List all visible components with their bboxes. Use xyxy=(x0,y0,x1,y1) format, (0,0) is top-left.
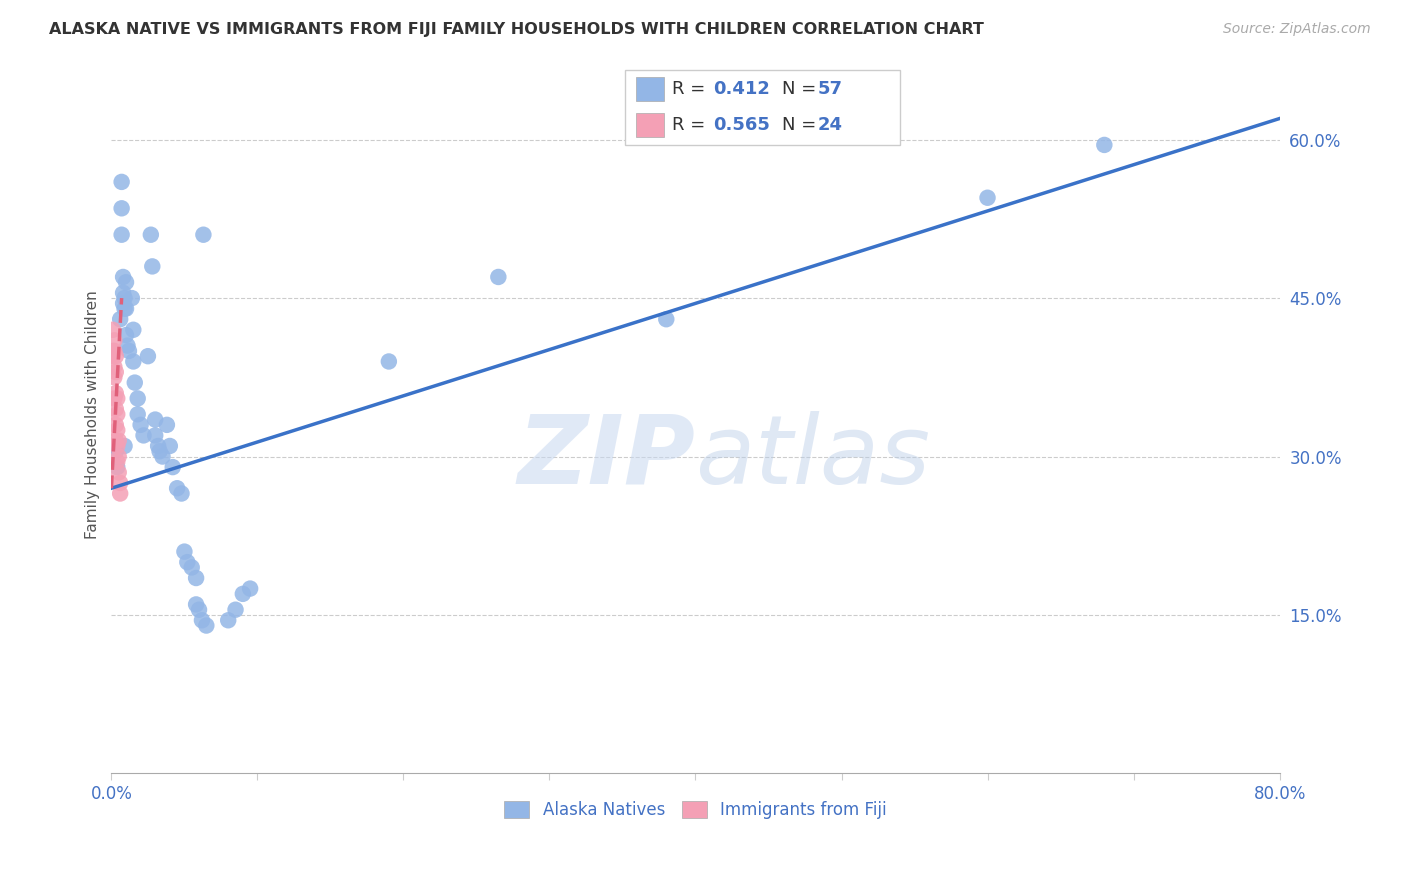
Point xyxy=(104,444,127,458)
Point xyxy=(101,343,124,358)
Point xyxy=(124,376,146,390)
Point xyxy=(104,402,127,417)
Point xyxy=(114,291,136,305)
Point xyxy=(159,439,181,453)
Point xyxy=(103,392,125,406)
Point xyxy=(141,260,163,274)
Point xyxy=(139,227,162,242)
Point xyxy=(104,417,127,432)
Point xyxy=(108,486,131,500)
Point xyxy=(486,269,509,284)
Point xyxy=(108,312,131,326)
Point xyxy=(114,439,136,453)
Text: Source: ZipAtlas.com: Source: ZipAtlas.com xyxy=(1223,22,1371,37)
Legend: Alaska Natives, Immigrants from Fiji: Alaska Natives, Immigrants from Fiji xyxy=(498,795,893,826)
Point xyxy=(118,343,141,358)
Point xyxy=(184,571,207,585)
Point xyxy=(107,434,129,448)
Point xyxy=(129,417,152,432)
Point xyxy=(111,202,134,216)
Point xyxy=(173,544,195,558)
Point xyxy=(162,460,184,475)
Point xyxy=(108,475,131,490)
Point xyxy=(101,323,124,337)
Point xyxy=(103,359,125,374)
Point xyxy=(225,603,247,617)
Point xyxy=(195,618,218,632)
Point xyxy=(132,428,155,442)
Point xyxy=(378,354,401,368)
Point xyxy=(117,338,139,352)
Point xyxy=(105,460,128,475)
Point xyxy=(143,428,166,442)
Point xyxy=(184,598,207,612)
Point xyxy=(104,365,127,379)
Point xyxy=(976,191,998,205)
Point xyxy=(112,285,135,300)
Point xyxy=(188,603,211,617)
Point xyxy=(127,392,149,406)
Point xyxy=(105,423,128,437)
Point xyxy=(103,334,125,348)
Point xyxy=(105,392,128,406)
Point xyxy=(111,175,134,189)
Y-axis label: Family Households with Children: Family Households with Children xyxy=(86,290,100,539)
Point xyxy=(104,386,127,401)
Point xyxy=(103,370,125,384)
Point xyxy=(170,486,193,500)
Point xyxy=(180,560,202,574)
Point xyxy=(176,555,198,569)
Point xyxy=(193,227,215,242)
Text: ZIP: ZIP xyxy=(517,411,696,504)
Point xyxy=(101,349,124,363)
Point xyxy=(104,349,127,363)
Point xyxy=(166,481,188,495)
Text: atlas: atlas xyxy=(696,411,931,504)
Point xyxy=(122,323,145,337)
Point xyxy=(105,407,128,421)
Point xyxy=(217,613,239,627)
Point xyxy=(104,434,127,448)
Point xyxy=(112,269,135,284)
Point xyxy=(146,439,169,453)
Point xyxy=(239,582,262,596)
Point xyxy=(143,412,166,426)
Point xyxy=(655,312,678,326)
Point xyxy=(111,227,134,242)
Point xyxy=(115,328,138,343)
Point xyxy=(156,417,179,432)
Point xyxy=(105,455,128,469)
Point xyxy=(1092,137,1115,152)
Point xyxy=(114,301,136,316)
Point xyxy=(112,296,135,310)
Point xyxy=(152,450,174,464)
Point xyxy=(103,343,125,358)
Point xyxy=(136,349,159,363)
Point xyxy=(191,613,214,627)
Point xyxy=(121,291,143,305)
Point xyxy=(127,407,149,421)
Point xyxy=(232,587,254,601)
Point xyxy=(115,301,138,316)
Point xyxy=(103,439,125,453)
Point xyxy=(107,450,129,464)
Point xyxy=(122,354,145,368)
Point xyxy=(107,466,129,480)
Point xyxy=(149,444,172,458)
Point xyxy=(115,275,138,289)
Text: ALASKA NATIVE VS IMMIGRANTS FROM FIJI FAMILY HOUSEHOLDS WITH CHILDREN CORRELATIO: ALASKA NATIVE VS IMMIGRANTS FROM FIJI FA… xyxy=(49,22,984,37)
Point xyxy=(105,439,128,453)
